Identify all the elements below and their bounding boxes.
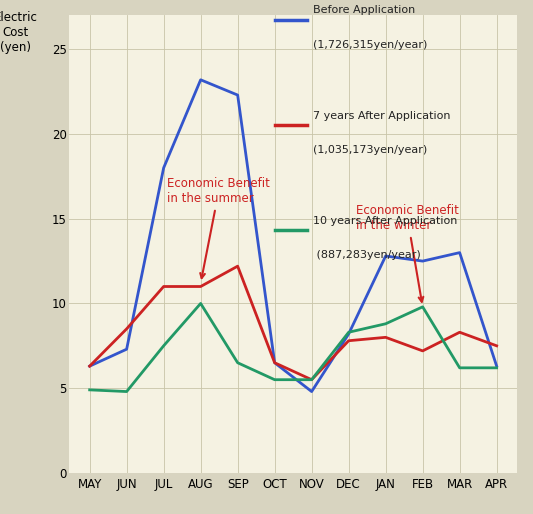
Text: (887,283yen/year): (887,283yen/year) (313, 250, 421, 260)
Text: Economic Benefit
in the winter: Economic Benefit in the winter (356, 204, 459, 302)
Text: 7 years After Application: 7 years After Application (313, 111, 451, 121)
Text: (1,726,315yen/year): (1,726,315yen/year) (313, 40, 427, 50)
Text: (1,035,173yen/year): (1,035,173yen/year) (313, 145, 427, 155)
Text: Economic Benefit
in the summer: Economic Benefit in the summer (167, 177, 270, 278)
Text: Before Application: Before Application (313, 6, 416, 15)
Text: Electric
Cost
(yen): Electric Cost (yen) (0, 11, 37, 54)
Text: 10 years After Application: 10 years After Application (313, 216, 458, 226)
